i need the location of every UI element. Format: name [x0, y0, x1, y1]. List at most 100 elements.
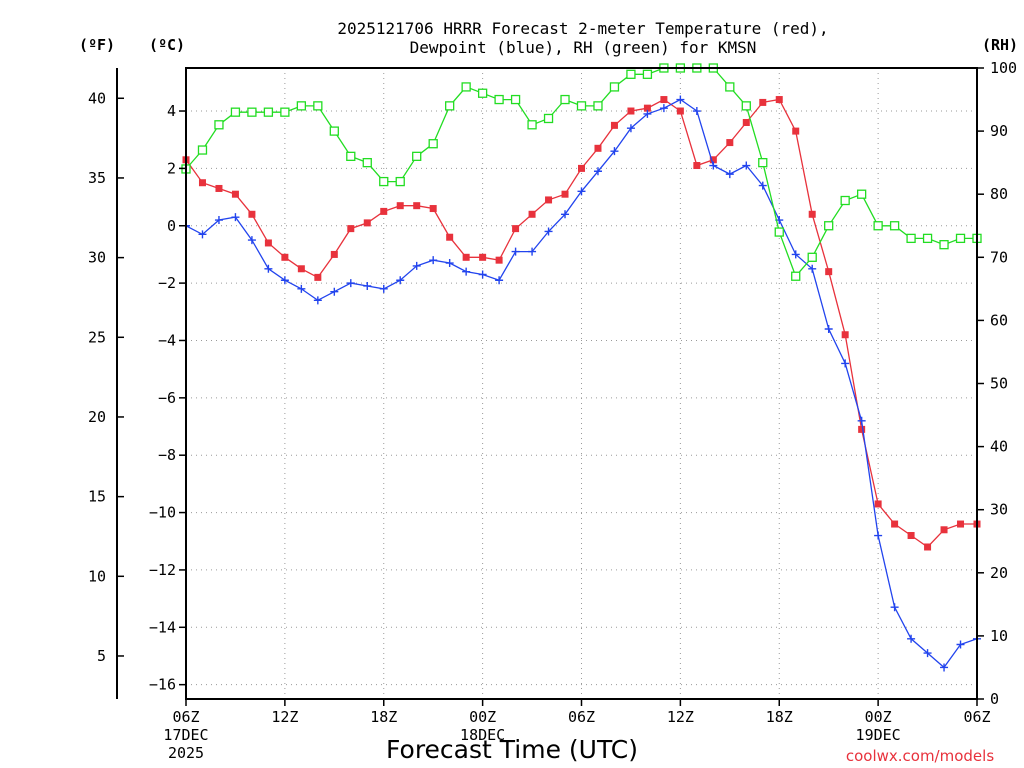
- rh-point: [560, 94, 570, 105]
- dewpoint-point: [412, 261, 421, 270]
- temperature-point: [330, 250, 338, 258]
- dewpoint-point: [445, 259, 454, 268]
- rh-point: [824, 221, 834, 231]
- rh-point: [642, 69, 653, 79]
- rh-point: [362, 157, 372, 168]
- rh-point: [527, 120, 537, 130]
- temperature-point: [396, 202, 404, 210]
- rh-point: [379, 176, 389, 187]
- rh-tick-label: 50: [990, 375, 1008, 393]
- fahrenheit-tick-label: 20: [88, 408, 106, 426]
- dewpoint-point: [808, 264, 817, 273]
- temperature-point: [808, 210, 816, 218]
- dewpoint-point: [214, 216, 223, 225]
- rh-point: [922, 233, 933, 244]
- temperature-point: [891, 520, 899, 528]
- rh-point: [263, 107, 274, 117]
- dewpoint-point: [725, 170, 734, 179]
- grid-lines: [186, 68, 977, 699]
- dewpoint-point: [857, 416, 866, 425]
- rh-unit-label: (RH): [982, 36, 1018, 54]
- celsius-tick-label: 4: [167, 102, 176, 120]
- rh-series-line: [185, 67, 977, 278]
- rh-point: [346, 151, 356, 161]
- celsius-tick-label: −10: [149, 504, 176, 522]
- temperature-point: [759, 98, 767, 106]
- dewpoint-point: [231, 213, 240, 222]
- dewpoint-point: [758, 181, 767, 190]
- celsius-tick-label: 0: [167, 217, 176, 235]
- temperature-point: [281, 253, 289, 261]
- celsius-tick-label: 2: [167, 159, 176, 177]
- celsius-tick-label: −12: [149, 561, 176, 579]
- rh-point: [510, 94, 521, 105]
- rh-point: [494, 94, 504, 105]
- temperature-point: [479, 253, 487, 261]
- temperature-point: [874, 500, 882, 508]
- dewpoint-point: [643, 109, 652, 118]
- temperature-point: [610, 121, 618, 129]
- rh-tick-label: 100: [990, 59, 1017, 77]
- dewpoint-point: [676, 95, 685, 104]
- celsius-tick-label: −6: [158, 389, 176, 407]
- temperature-point: [792, 127, 800, 135]
- temperature-point: [314, 273, 322, 281]
- rh-point: [840, 195, 850, 206]
- rh-point: [807, 252, 817, 262]
- temperature-point: [693, 162, 701, 170]
- temperature-point: [528, 210, 536, 218]
- temperature-point: [907, 532, 915, 540]
- series-layer: [181, 63, 982, 672]
- rh-point: [626, 69, 636, 79]
- temperature-point: [709, 156, 717, 164]
- chart-title-line-2: Dewpoint (blue), RH (green) for KMSN: [410, 38, 757, 57]
- x-tick-label: 18Z: [766, 708, 793, 726]
- rh-point: [741, 101, 751, 111]
- dewpoint-point: [626, 124, 635, 133]
- temperature-point: [676, 107, 684, 115]
- rh-point: [230, 107, 241, 117]
- rh-point: [576, 101, 587, 111]
- dewpoint-point: [742, 161, 751, 170]
- dewpoint-point: [330, 287, 339, 296]
- rh-point: [939, 240, 949, 250]
- rh-tick-label: 80: [990, 185, 1008, 203]
- temperature-point: [957, 520, 965, 528]
- rh-point: [906, 233, 916, 244]
- temperature-point: [297, 265, 305, 273]
- dewpoint-point: [907, 634, 916, 643]
- fahrenheit-tick-label: 35: [88, 169, 106, 187]
- x-tick-label: 12Z: [667, 708, 694, 726]
- dewpoint-point: [940, 663, 949, 672]
- rh-point: [889, 221, 900, 231]
- x-tick-label: 17DEC: [163, 726, 208, 744]
- rh-tick-label: 90: [990, 122, 1008, 140]
- dewpoint-point: [495, 276, 504, 285]
- x-axis-label: Forecast Time (UTC): [386, 735, 638, 764]
- dewpoint-point: [313, 296, 322, 305]
- dewpoint-point: [280, 276, 289, 285]
- rh-point: [247, 107, 257, 117]
- rh-point: [395, 176, 405, 187]
- dewpoint-point: [247, 236, 256, 245]
- rh-point: [725, 82, 735, 92]
- rh-point: [774, 227, 784, 237]
- rh-point: [543, 113, 554, 124]
- rh-point: [197, 145, 208, 155]
- temperature-point: [643, 104, 651, 112]
- dewpoint-point: [841, 359, 850, 368]
- dewpoint-point: [396, 276, 405, 285]
- rh-tick-label: 0: [990, 690, 999, 708]
- temperature-point: [347, 225, 355, 233]
- x-tick-label: 18Z: [370, 708, 397, 726]
- dewpoint-point: [544, 227, 553, 236]
- rh-tick-label: 70: [990, 248, 1008, 266]
- rh-point: [280, 107, 290, 117]
- dewpoint-point: [709, 161, 718, 170]
- temperature-point: [429, 205, 437, 213]
- temperature-point: [726, 139, 734, 147]
- dewpoint-point: [528, 247, 537, 256]
- temperature-point: [660, 96, 668, 104]
- fahrenheit-unit-label: (ºF): [79, 36, 115, 54]
